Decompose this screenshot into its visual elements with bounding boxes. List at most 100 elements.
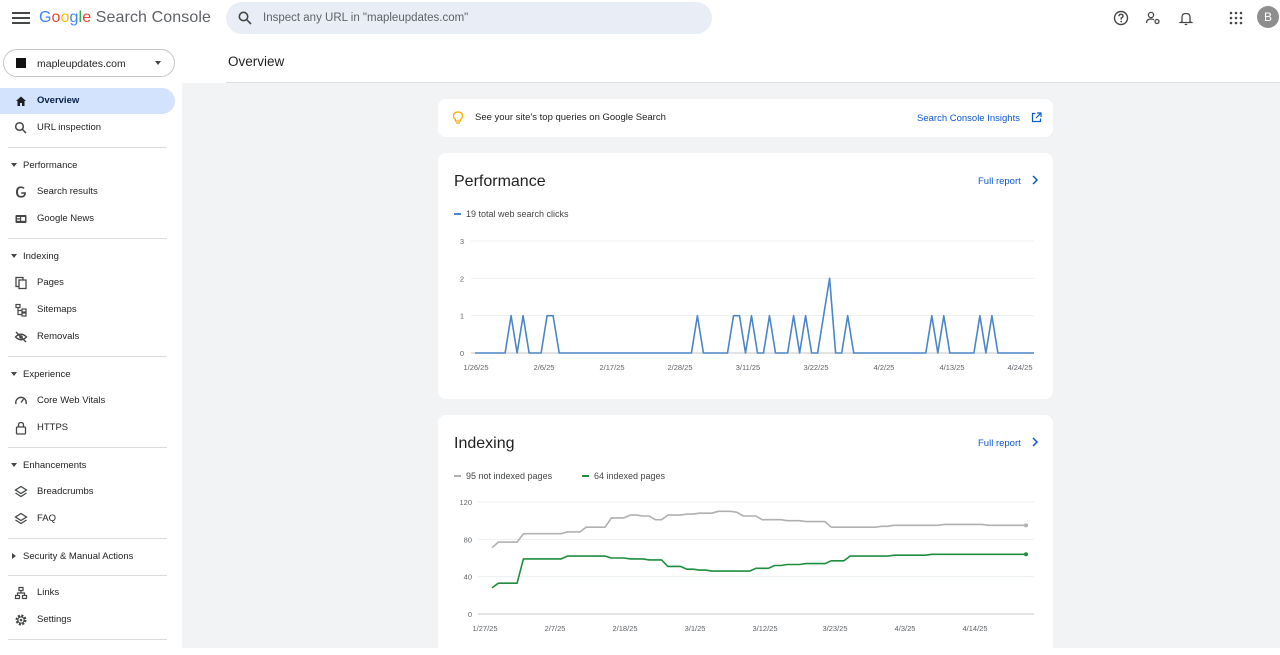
- indexing-chart: 0 40 80 120 1/27/25 2/7/25 2/18/25 3/1/25 3/12/2…: [459, 498, 1034, 633]
- divider: [8, 639, 167, 640]
- x-tick-label: 3/1/25: [685, 624, 706, 633]
- lightbulb-icon: [452, 111, 464, 124]
- chevron-down-icon: [155, 61, 161, 65]
- x-tick-label: 2/28/25: [667, 363, 692, 372]
- legend-clicks: 19 total web search clicks: [454, 209, 569, 219]
- layers-icon: [14, 512, 28, 525]
- section-experience[interactable]: Experience: [0, 365, 175, 385]
- home-icon: [16, 96, 26, 106]
- open-in-new-icon[interactable]: [1031, 112, 1042, 123]
- section-enhancements[interactable]: Enhancements: [0, 456, 175, 476]
- nav-settings[interactable]: Settings: [0, 607, 175, 633]
- section-performance[interactable]: Performance: [0, 156, 175, 176]
- x-tick-label: 4/24/25: [1007, 363, 1032, 372]
- sidebar: mapleupdates.com Overview URL inspection…: [0, 36, 182, 648]
- notifications-icon[interactable]: [1178, 10, 1194, 26]
- x-tick-label: 1/26/25: [463, 363, 488, 372]
- nav-pages[interactable]: Pages: [0, 270, 175, 296]
- search-icon: [14, 121, 27, 134]
- legend-label: 19 total web search clicks: [466, 209, 569, 219]
- caret-down-icon: [11, 254, 17, 258]
- manage-users-icon[interactable]: [1145, 10, 1161, 26]
- insights-card: See your site's top queries on Google Se…: [438, 99, 1053, 137]
- logo-suffix: Search Console: [95, 9, 211, 26]
- x-tick-label: 3/22/25: [803, 363, 828, 372]
- nav-sitemaps[interactable]: Sitemaps: [0, 297, 175, 323]
- performance-full-report-link[interactable]: Full report: [978, 176, 1021, 187]
- chevron-right-icon[interactable]: [1031, 175, 1039, 185]
- performance-title: Performance: [454, 173, 546, 190]
- x-tick-label: 2/6/25: [534, 363, 555, 372]
- x-tick-label: 2/7/25: [545, 624, 566, 633]
- sitemap-icon: [15, 303, 27, 317]
- nav-faq[interactable]: FAQ: [0, 506, 175, 532]
- series-line: [491, 510, 1026, 549]
- main-menu-icon[interactable]: [12, 10, 30, 26]
- performance-card: Performance Full report 19 total web sea…: [438, 153, 1053, 399]
- y-tick-label: 120: [459, 498, 472, 507]
- visibility-off-icon: [14, 331, 28, 343]
- nav-core-web-vitals[interactable]: Core Web Vitals: [0, 388, 175, 414]
- nav-breadcrumbs[interactable]: Breadcrumbs: [0, 479, 175, 505]
- divider: [226, 82, 1280, 83]
- account-avatar[interactable]: B: [1257, 6, 1279, 28]
- site-favicon: [16, 58, 26, 68]
- nav-https[interactable]: HTTPS: [0, 415, 175, 441]
- lock-icon: [15, 421, 27, 435]
- legend-swatch: [454, 212, 461, 215]
- y-tick-label: 3: [460, 237, 464, 246]
- indexing-full-report-link[interactable]: Full report: [978, 438, 1021, 449]
- chevron-right-icon[interactable]: [1031, 437, 1039, 447]
- indexing-card: Indexing Full report 95 not indexed page…: [438, 415, 1053, 655]
- nav-url-inspection[interactable]: URL inspection: [0, 115, 175, 141]
- search-icon: [238, 11, 252, 25]
- divider: [8, 447, 167, 448]
- search-input[interactable]: [263, 8, 693, 28]
- nav-google-news[interactable]: Google News: [0, 206, 175, 232]
- x-tick-label: 2/17/25: [599, 363, 624, 372]
- x-tick-label: 4/14/25: [962, 624, 987, 633]
- layers-icon: [14, 485, 28, 498]
- series-line: [475, 277, 1034, 354]
- indexing-title: Indexing: [454, 435, 515, 452]
- news-icon: [15, 215, 27, 223]
- performance-chart: 0 1 2 3 1/26/25 2/6/25 2/17/25 2/28/25 3/11/25 3/…: [460, 237, 1034, 372]
- caret-down-icon: [11, 372, 17, 376]
- main-content: Overview See your site's top queries on …: [182, 36, 1280, 655]
- nav-links[interactable]: Links: [0, 580, 175, 606]
- links-icon: [14, 586, 28, 600]
- series-line: [491, 553, 1026, 589]
- caret-down-icon: [11, 463, 17, 467]
- caret-down-icon: [11, 163, 17, 167]
- search-console-insights-link[interactable]: Search Console Insights: [917, 113, 1020, 124]
- nav-search-results[interactable]: Search results: [0, 179, 175, 205]
- property-selector[interactable]: mapleupdates.com: [3, 49, 175, 77]
- gear-icon: [15, 614, 27, 626]
- search-console-logo[interactable]: Google Search Console: [39, 9, 211, 26]
- series-end-point: [1024, 552, 1028, 557]
- x-tick-label: 4/3/25: [895, 624, 916, 633]
- url-inspect-search[interactable]: [226, 2, 712, 34]
- x-tick-label: 4/2/25: [874, 363, 895, 372]
- legend-swatch: [582, 474, 589, 477]
- apps-grid-icon[interactable]: [1228, 10, 1244, 26]
- help-icon[interactable]: [1113, 10, 1129, 26]
- section-indexing[interactable]: Indexing: [0, 247, 175, 267]
- x-tick-label: 3/23/25: [822, 624, 847, 633]
- series-end-point: [1024, 523, 1028, 528]
- section-security[interactable]: Security & Manual Actions: [0, 547, 175, 567]
- legend-label: 95 not indexed pages: [466, 471, 553, 481]
- google-g-icon: [16, 186, 26, 198]
- x-tick-label: 4/13/25: [939, 363, 964, 372]
- nav-removals[interactable]: Removals: [0, 324, 175, 350]
- divider: [8, 538, 167, 539]
- x-tick-label: 1/27/25: [472, 624, 497, 633]
- y-tick-label: 1: [460, 312, 464, 321]
- y-tick-label: 0: [460, 349, 464, 358]
- page-title: Overview: [228, 54, 285, 69]
- nav-overview[interactable]: Overview: [0, 88, 175, 114]
- divider: [8, 238, 167, 239]
- top-bar: Google Search Console B: [0, 0, 1280, 36]
- x-tick-label: 3/11/25: [736, 363, 760, 372]
- y-tick-label: 2: [460, 274, 464, 283]
